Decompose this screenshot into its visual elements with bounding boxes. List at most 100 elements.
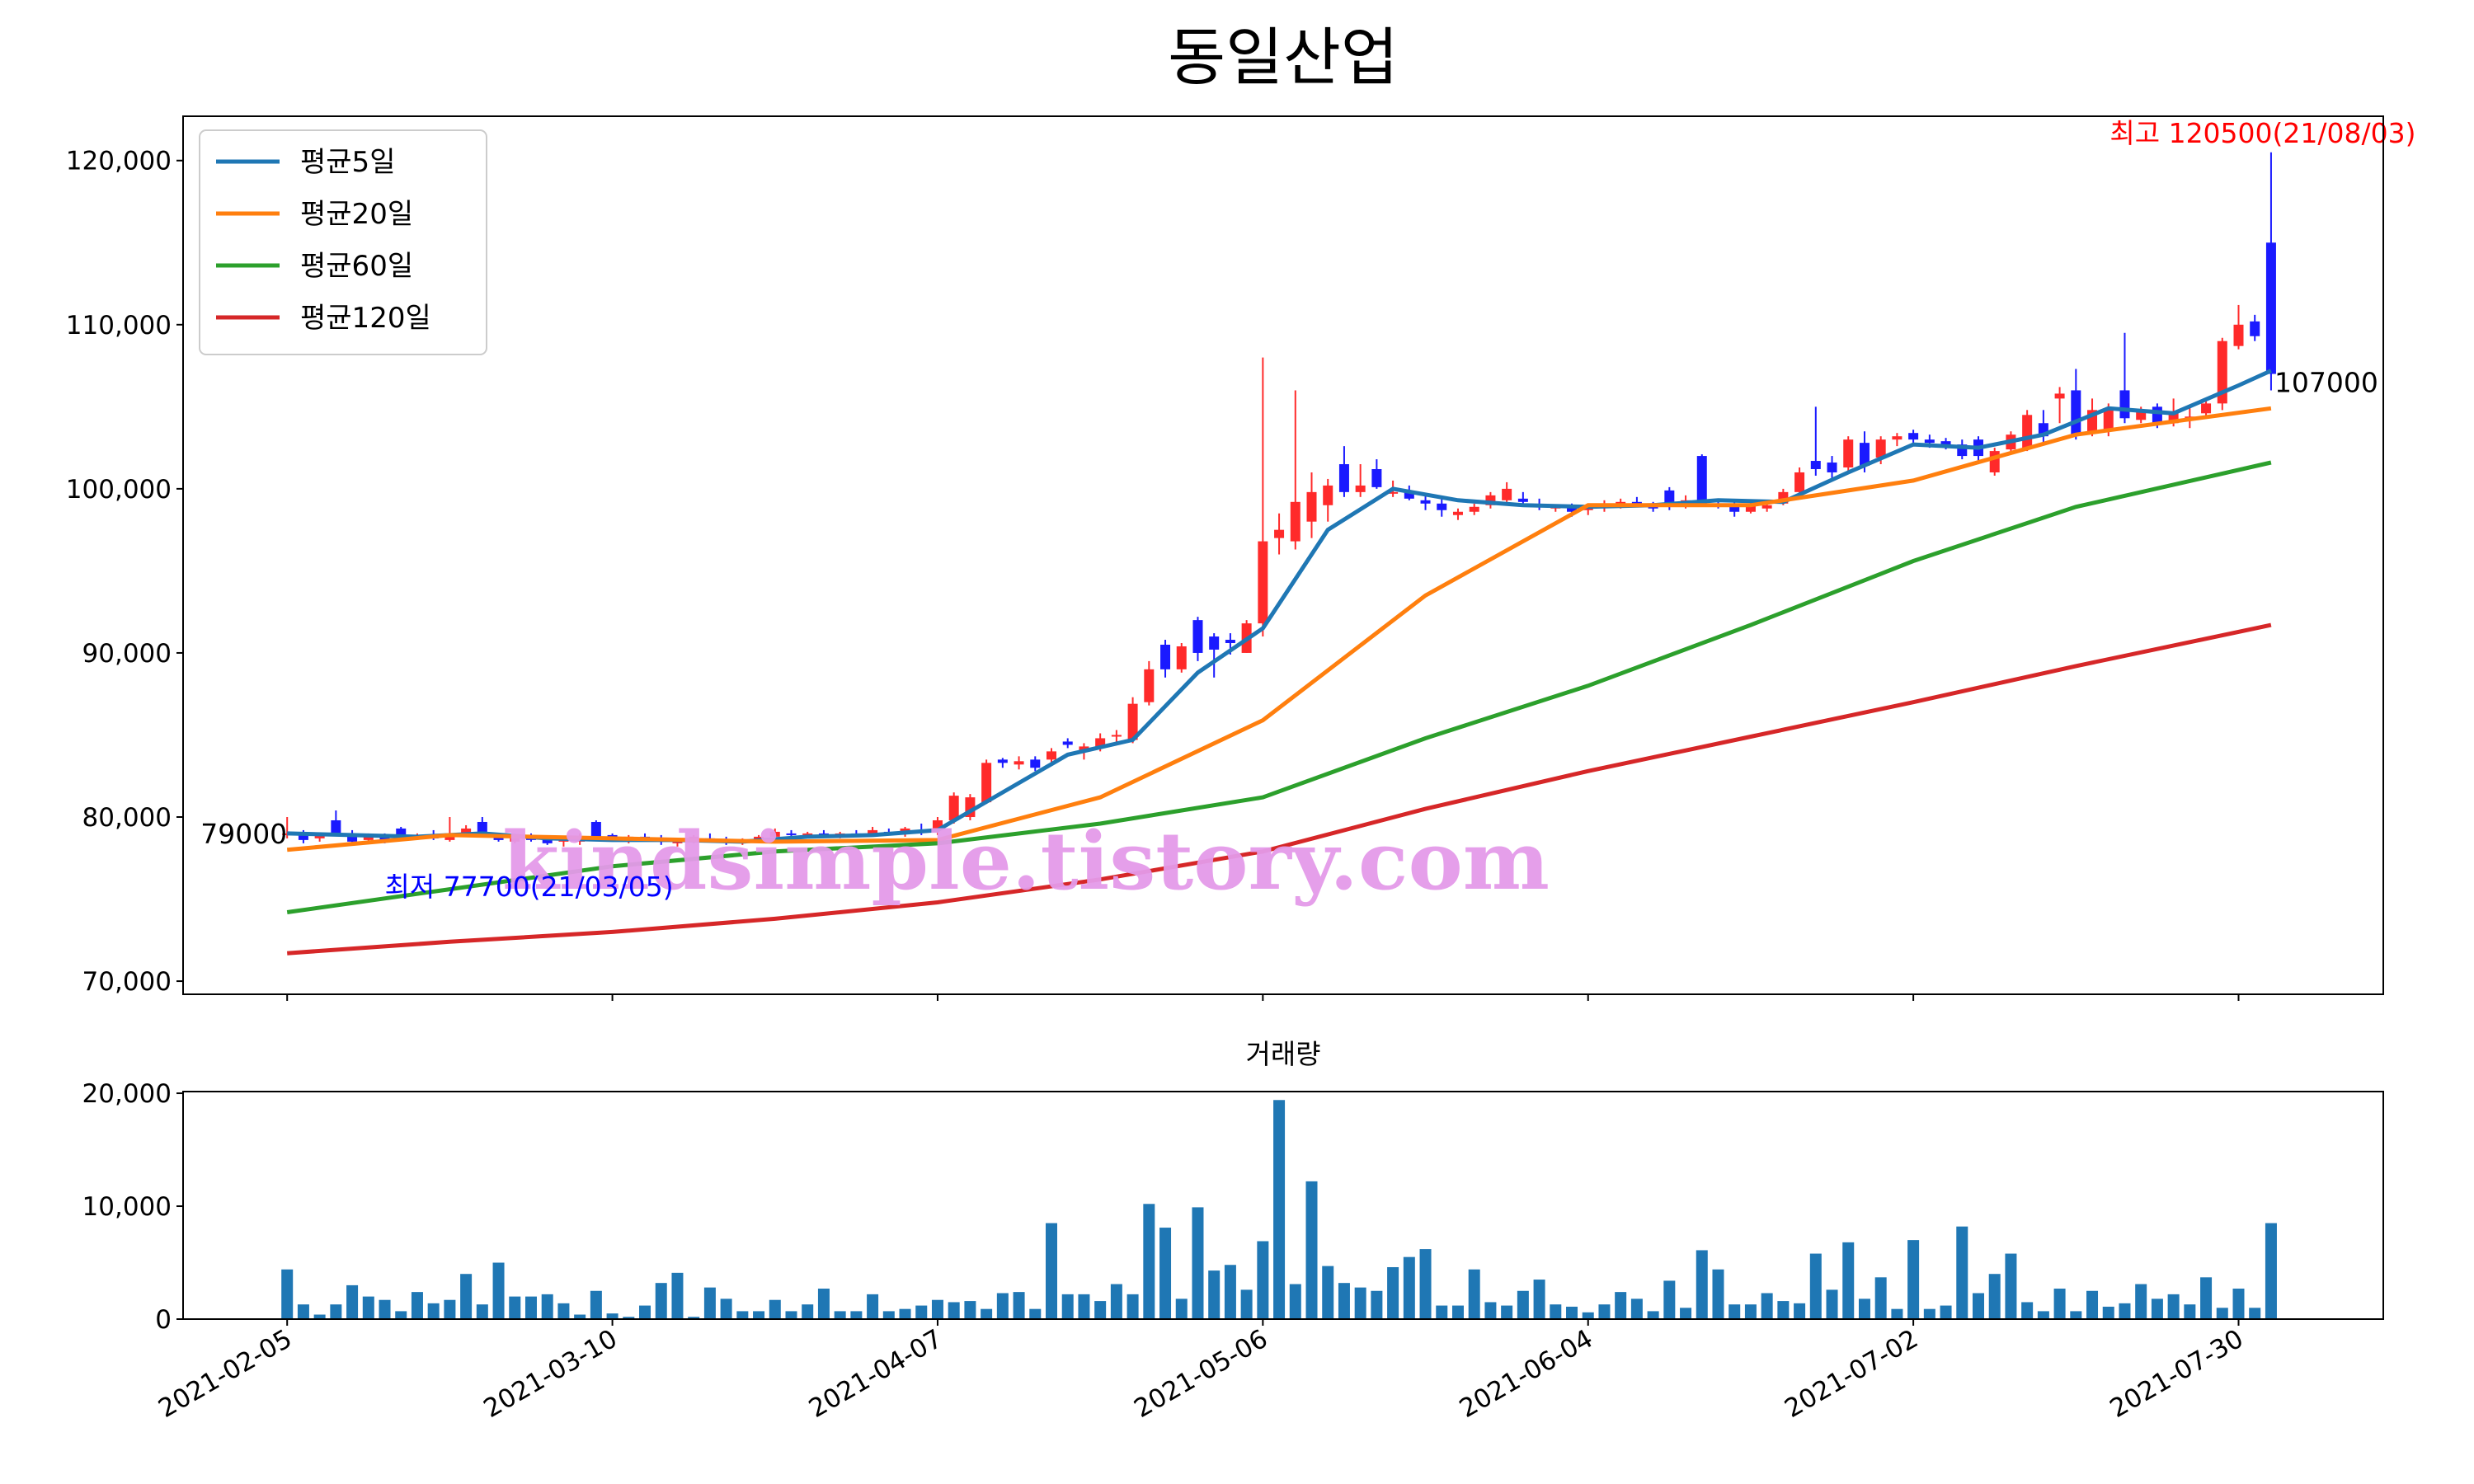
last-annotation: 107000 [2274, 367, 2378, 399]
volume-bar [297, 1304, 309, 1319]
volume-bar [1794, 1303, 1806, 1319]
candle-body [932, 819, 943, 830]
plot-frame [182, 1091, 2384, 1320]
volume-bar [882, 1311, 895, 1319]
volume-bar [427, 1303, 440, 1319]
volume-bar [1451, 1305, 1464, 1319]
volume-bar [1582, 1312, 1594, 1319]
volume-bar [1826, 1289, 1838, 1319]
volume-bar [1729, 1304, 1741, 1319]
candle-body [590, 821, 601, 837]
candle-body [493, 836, 504, 840]
candle-body [1924, 439, 1935, 444]
volume-bar [1354, 1287, 1366, 1319]
volume-bar [2053, 1289, 2066, 1319]
candle-body [1517, 498, 1528, 502]
candle-body [1502, 488, 1512, 500]
volume-bar [2119, 1303, 2131, 1319]
volume-bar [1110, 1284, 1122, 1319]
volume-bar [2249, 1308, 2261, 1319]
legend-label: 평균5일 [300, 146, 395, 179]
candle-body [1664, 490, 1675, 505]
candle-body [2250, 321, 2260, 336]
candle-body [2201, 403, 2212, 414]
candle-body [1583, 508, 1593, 510]
ma-line [286, 460, 2272, 914]
volume-bar [1744, 1304, 1757, 1319]
candle-body [1567, 506, 1578, 512]
volume-bar [2102, 1306, 2114, 1319]
candle-body [510, 838, 520, 842]
y-tick-label: 110,000 [66, 311, 172, 340]
volume-bar [1696, 1250, 1708, 1319]
candle-body [1892, 436, 1903, 440]
candle-body [1794, 472, 1805, 492]
candle-body [1127, 703, 1138, 740]
volume-bar [1305, 1181, 1318, 1319]
volume-bar [2167, 1294, 2180, 1319]
candle-body [2152, 406, 2162, 424]
candle-body [379, 834, 390, 842]
volume-bar [867, 1294, 879, 1319]
volume-bar [1809, 1253, 1822, 1319]
volume-bar [1289, 1284, 1301, 1319]
volume-bar [671, 1272, 684, 1319]
volume-bar [1663, 1280, 1676, 1319]
volume-bar [2200, 1277, 2213, 1319]
candle-body [1616, 501, 1626, 504]
ma-line [287, 622, 2272, 956]
candle-body [1989, 451, 2000, 472]
volume-bar [1615, 1292, 1627, 1319]
candle-body [689, 836, 699, 838]
volume-bar [557, 1303, 570, 1319]
volume-bar [1208, 1270, 1221, 1319]
volume-bar [1858, 1298, 1870, 1319]
y-tick-label: 120,000 [66, 147, 172, 176]
candle-body [1940, 441, 1951, 445]
volume-bar [590, 1290, 602, 1319]
candle-body [1258, 541, 1268, 624]
volume-bar [2086, 1290, 2099, 1319]
volume-bar [1874, 1277, 1887, 1319]
y-tick-label: 90,000 [82, 639, 172, 669]
volume-bar [915, 1305, 928, 1319]
candle-body [298, 833, 308, 840]
candle-body [2103, 410, 2114, 432]
candle-body [1420, 500, 1431, 504]
candle-body [1696, 456, 1707, 504]
candle-body [754, 836, 764, 840]
candle-body [1192, 620, 1203, 653]
volume-bar [753, 1311, 765, 1319]
watermark: kindsimple.tistory.com [502, 815, 1550, 908]
volume-bar [1436, 1305, 1448, 1319]
volume-bar [541, 1294, 553, 1319]
candle-body [1404, 491, 1414, 499]
volume-bar [1956, 1226, 1968, 1319]
volume-bar [2265, 1223, 2277, 1319]
candle-body [868, 829, 878, 835]
volume-bar [703, 1287, 716, 1319]
y-tick-label: 80,000 [82, 803, 172, 833]
legend-box [199, 129, 487, 355]
candle-body [1908, 433, 1919, 440]
volume-bar [1940, 1305, 1952, 1319]
volume-bar [736, 1311, 749, 1319]
candle-body [1160, 644, 1171, 669]
volume-bar [1273, 1100, 1286, 1319]
volume-bar [379, 1299, 391, 1319]
volume-bar [395, 1311, 407, 1319]
candle-body [1371, 468, 1382, 487]
volume-bar [1842, 1242, 1855, 1319]
candle-body [2136, 410, 2147, 420]
y-tick-label: 0 [155, 1305, 172, 1335]
candle-body [2119, 390, 2130, 419]
volume-bar [948, 1302, 960, 1319]
min-annotation: 최저 77700(21/03/05) [385, 871, 674, 903]
candle-body [1144, 669, 1155, 702]
candle-body [314, 834, 325, 838]
y-tick-label: 20,000 [82, 1079, 172, 1109]
volume-bar [476, 1304, 488, 1319]
legend-label: 평균60일 [300, 250, 413, 283]
candle-body [2217, 340, 2227, 404]
